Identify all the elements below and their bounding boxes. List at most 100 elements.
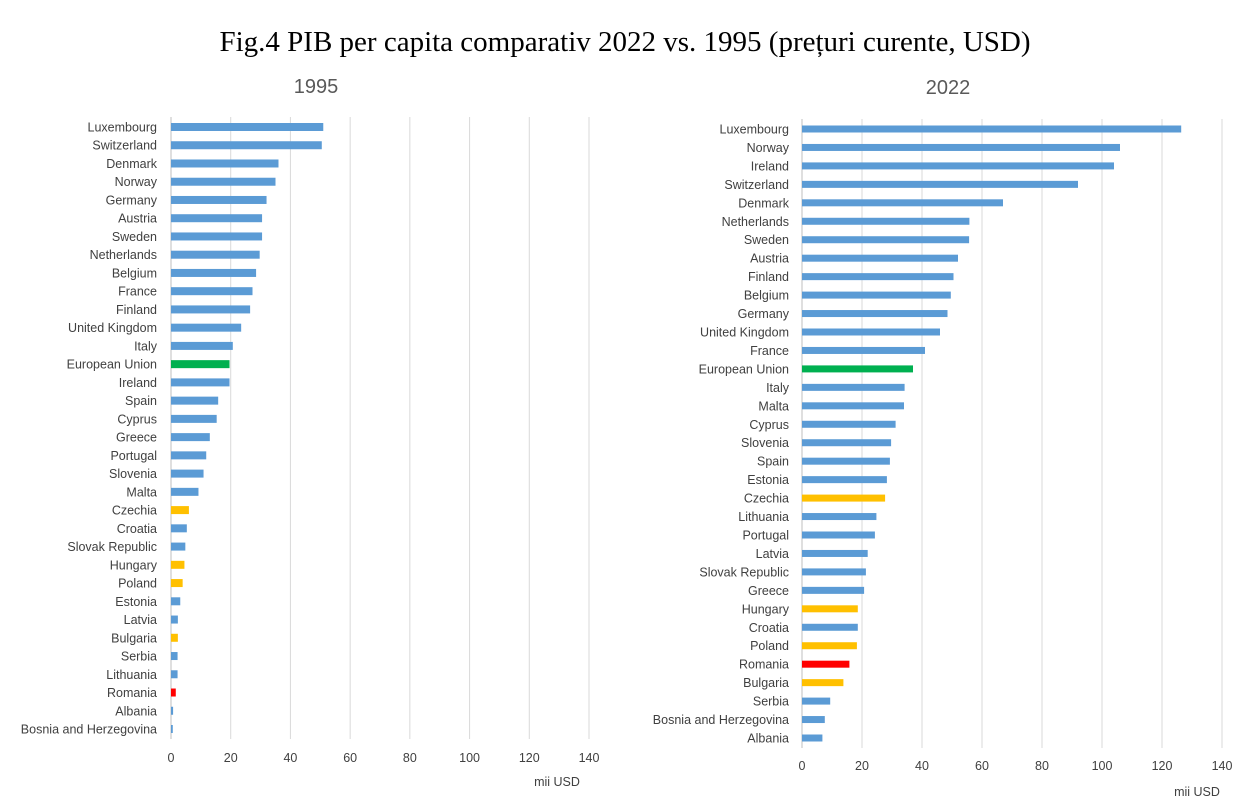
bar-2022-finland	[802, 273, 954, 281]
bar-2022-lithuania	[802, 513, 877, 521]
x-tick-label-2022-0: 0	[799, 759, 806, 773]
category-label-2022-netherlands: Netherlands	[722, 215, 789, 229]
bar-1995-slovenia	[171, 469, 204, 478]
bar-2022-slovenia	[802, 439, 892, 447]
category-label-1995-united-kingdom: United Kingdom	[68, 321, 157, 335]
bar-2022-netherlands	[802, 217, 970, 225]
x-tick-label-2022-100: 100	[1092, 759, 1113, 773]
category-label-1995-france: France	[118, 285, 157, 299]
bar-1995-latvia	[171, 615, 178, 624]
category-label-1995-serbia: Serbia	[121, 650, 157, 664]
bar-1995-netherlands	[171, 250, 260, 259]
bar-1995-romania	[171, 688, 176, 697]
category-label-2022-malta: Malta	[758, 399, 789, 413]
bar-1995-slovak-republic	[171, 542, 186, 551]
category-label-1995-malta: Malta	[126, 485, 157, 499]
bar-2022-portugal	[802, 531, 875, 539]
bar-2022-luxembourg	[802, 125, 1182, 133]
subplot-title-2022: 2022	[926, 77, 971, 99]
bar-1995-sweden	[171, 232, 263, 241]
category-label-1995-switzerland: Switzerland	[92, 139, 157, 153]
category-label-1995-lithuania: Lithuania	[106, 668, 157, 682]
category-label-2022-czechia: Czechia	[744, 492, 789, 506]
category-label-2022-united-kingdom: United Kingdom	[700, 326, 789, 340]
bar-2022-latvia	[802, 549, 868, 557]
subplot-title-1995: 1995	[294, 76, 339, 98]
category-label-1995-czechia: Czechia	[112, 504, 157, 518]
category-label-2022-slovenia: Slovenia	[741, 436, 789, 450]
category-label-2022-finland: Finland	[748, 270, 789, 284]
bar-1995-european-union	[171, 360, 230, 369]
bar-1995-italy	[171, 341, 233, 350]
bar-2022-bulgaria	[802, 679, 844, 687]
category-label-2022-lithuania: Lithuania	[738, 510, 789, 524]
bar-2022-united-kingdom	[802, 328, 940, 336]
x-tick-label-2022-140: 140	[1212, 759, 1233, 773]
category-label-2022-bosnia-and-herzegovina: Bosnia and Herzegovina	[653, 713, 789, 727]
x-tick-label-1995-100: 100	[459, 751, 480, 765]
figure-title: Fig.4 PIB per capita comparativ 2022 vs.…	[219, 26, 1031, 58]
category-label-2022-romania: Romania	[739, 658, 789, 672]
category-label-2022-luxembourg: Luxembourg	[720, 123, 790, 137]
category-label-2022-croatia: Croatia	[749, 621, 789, 635]
bar-1995-luxembourg	[171, 123, 324, 131]
bar-2022-belgium	[802, 291, 951, 299]
category-label-1995-greece: Greece	[116, 431, 157, 445]
category-label-2022-bulgaria: Bulgaria	[743, 676, 789, 690]
category-label-2022-albania: Albania	[747, 732, 789, 746]
category-label-1995-poland: Poland	[118, 577, 157, 591]
category-label-1995-ireland: Ireland	[119, 376, 157, 390]
bar-1995-denmark	[171, 159, 279, 168]
x-tick-label-1995-120: 120	[519, 751, 540, 765]
category-label-2022-portugal: Portugal	[742, 529, 789, 543]
category-label-1995-albania: Albania	[115, 704, 157, 718]
bar-2022-italy	[802, 383, 905, 391]
bar-2022-european-union	[802, 365, 913, 373]
x-tick-label-2022-40: 40	[915, 759, 929, 773]
bar-1995-hungary	[171, 560, 185, 569]
category-label-2022-germany: Germany	[738, 307, 790, 321]
category-label-1995-slovak-republic: Slovak Republic	[67, 540, 157, 554]
x-tick-label-1995-60: 60	[343, 751, 357, 765]
bar-2022-denmark	[802, 199, 1003, 207]
category-label-1995-romania: Romania	[107, 686, 157, 700]
bar-2022-austria	[802, 254, 958, 262]
bar-2022-croatia	[802, 623, 858, 631]
bar-2022-sweden	[802, 236, 970, 244]
bar-2022-ireland	[802, 162, 1114, 170]
bar-1995-switzerland	[171, 141, 322, 150]
category-label-1995-finland: Finland	[116, 303, 157, 317]
bar-1995-france	[171, 287, 253, 296]
category-label-2022-poland: Poland	[750, 639, 789, 653]
bar-2022-serbia	[802, 697, 831, 705]
x-axis-label-1995: mii USD	[534, 775, 580, 789]
bar-1995-austria	[171, 214, 263, 223]
category-label-2022-cyprus: Cyprus	[749, 418, 789, 432]
x-tick-label-2022-60: 60	[975, 759, 989, 773]
category-label-2022-norway: Norway	[747, 141, 790, 155]
bar-1995-cyprus	[171, 414, 217, 423]
category-label-1995-belgium: Belgium	[112, 266, 157, 280]
x-tick-label-1995-40: 40	[283, 751, 297, 765]
category-label-1995-bulgaria: Bulgaria	[111, 631, 157, 645]
x-tick-label-2022-80: 80	[1035, 759, 1049, 773]
category-label-1995-croatia: Croatia	[117, 522, 157, 536]
bar-1995-malta	[171, 487, 199, 496]
bar-1995-finland	[171, 305, 251, 314]
x-tick-label-1995-20: 20	[224, 751, 238, 765]
x-axis-label-2022: mii USD	[1174, 785, 1220, 799]
bar-1995-czechia	[171, 506, 189, 515]
bar-1995-greece	[171, 433, 210, 442]
bar-1995-albania	[171, 706, 174, 715]
bar-1995-ireland	[171, 378, 230, 387]
bar-2022-bosnia-and-herzegovina	[802, 716, 825, 724]
category-label-2022-ireland: Ireland	[751, 159, 789, 173]
category-label-1995-germany: Germany	[106, 193, 158, 207]
category-label-1995-sweden: Sweden	[112, 230, 157, 244]
category-label-1995-denmark: Denmark	[106, 157, 157, 171]
x-tick-label-2022-20: 20	[855, 759, 869, 773]
category-label-2022-france: France	[750, 344, 789, 358]
category-label-2022-belgium: Belgium	[744, 289, 789, 303]
category-label-2022-denmark: Denmark	[738, 196, 789, 210]
